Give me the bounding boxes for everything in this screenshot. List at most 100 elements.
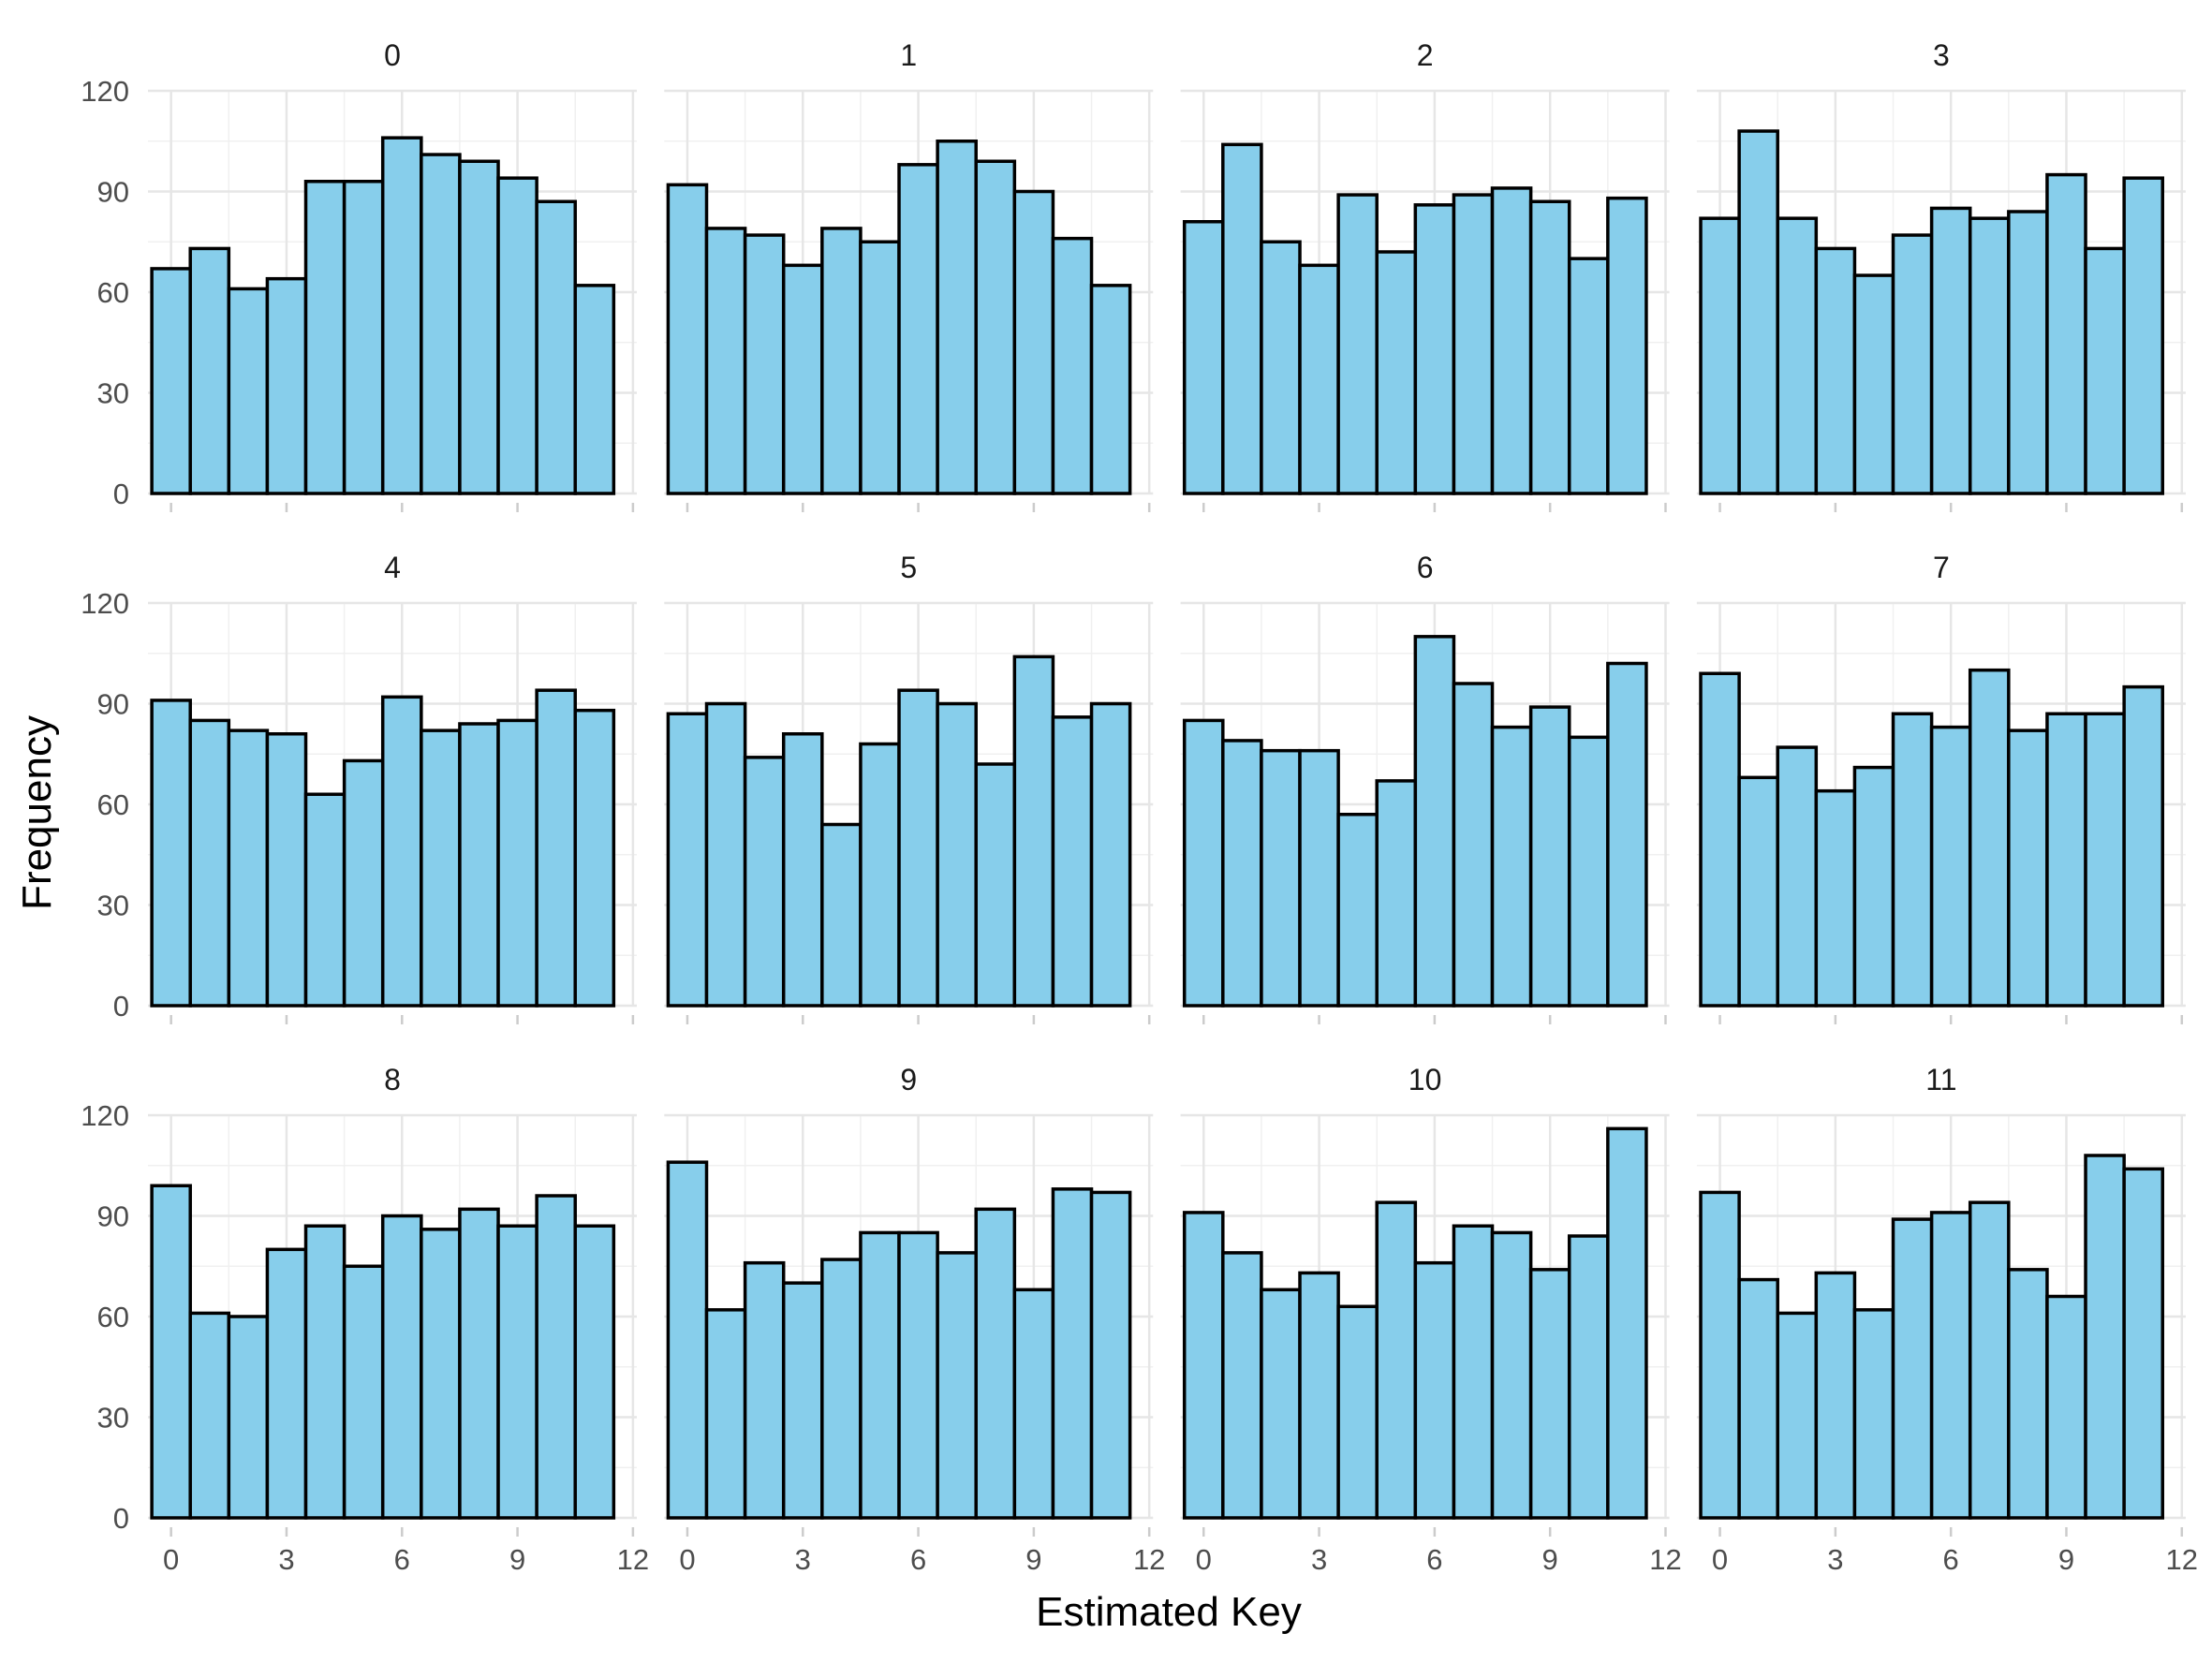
histogram-bar <box>1221 739 1263 1008</box>
y-tick-label: 0 <box>113 990 129 1023</box>
histogram-bar <box>535 199 577 495</box>
facet-label: 3 <box>1933 38 1950 72</box>
histogram-bar <box>420 728 462 1008</box>
x-tick-label: 6 <box>910 1543 926 1576</box>
histogram-bar <box>2007 1268 2049 1520</box>
histogram-bar <box>342 1264 385 1520</box>
y-tick-label: 30 <box>97 1402 129 1435</box>
x-axis-title: Estimated Key <box>1036 1589 1302 1635</box>
y-tick-label: 90 <box>97 1200 129 1233</box>
histogram-bar <box>1413 203 1456 495</box>
y-axis-title: Frequency <box>14 715 60 910</box>
histogram-bar <box>859 1230 901 1520</box>
histogram-bar <box>1567 1234 1610 1520</box>
x-tick-label: 3 <box>795 1543 811 1576</box>
histogram-bar <box>1298 748 1340 1008</box>
histogram-bar <box>265 732 308 1008</box>
histogram-bar <box>1891 712 1934 1008</box>
histogram-bar <box>1968 216 2011 495</box>
histogram-bar <box>2084 246 2126 495</box>
histogram-bar <box>2007 728 2049 1008</box>
histogram-bar <box>2084 1154 2126 1520</box>
histogram-bar <box>496 176 538 495</box>
x-tick-label: 6 <box>394 1543 410 1576</box>
histogram-bar <box>1737 1277 1779 1520</box>
histogram-bar <box>1375 1200 1418 1520</box>
histogram-bar <box>1852 273 1895 495</box>
histogram-bar <box>1375 250 1418 495</box>
histogram-bar <box>1776 1311 1819 1520</box>
histogram-bar <box>496 718 538 1008</box>
facet-label: 1 <box>900 38 917 72</box>
x-tick-label: 9 <box>1542 1543 1558 1576</box>
facet-label: 10 <box>1408 1063 1442 1096</box>
x-tick-label: 0 <box>1196 1543 1212 1576</box>
histogram-bar <box>535 1194 577 1520</box>
histogram-bar <box>1012 655 1055 1008</box>
histogram-bar <box>704 1308 747 1520</box>
x-tick-label: 12 <box>2166 1543 2198 1576</box>
x-tick-label: 6 <box>1426 1543 1442 1576</box>
histogram-bar <box>936 701 978 1008</box>
y-tick-label: 0 <box>113 1502 129 1535</box>
histogram-bar <box>897 688 939 1008</box>
histogram-bar <box>1452 1224 1495 1520</box>
histogram-bar <box>820 1258 863 1520</box>
histogram-bar <box>1699 671 1741 1008</box>
histogram-bar <box>1336 1304 1379 1520</box>
histogram-bar <box>859 240 901 495</box>
histogram-bar <box>150 267 192 495</box>
y-tick-label: 120 <box>81 587 129 620</box>
histogram-bar <box>1852 765 1895 1008</box>
histogram-bar <box>303 792 347 1008</box>
histogram-bar <box>2045 712 2087 1008</box>
histogram-bar <box>265 1247 308 1520</box>
histogram-bar <box>743 233 786 495</box>
histogram-bar <box>1968 668 2011 1008</box>
histogram-bar <box>936 1251 978 1520</box>
y-tick-label: 30 <box>97 377 129 410</box>
histogram-bar <box>2045 1294 2087 1520</box>
facet-label: 6 <box>1417 551 1434 584</box>
histogram-bar <box>974 762 1017 1008</box>
histogram-bar <box>1260 240 1302 495</box>
histogram-bar <box>1336 813 1379 1008</box>
histogram-bar <box>342 180 385 495</box>
histogram-bar <box>420 1228 462 1520</box>
histogram-bar <box>1375 779 1418 1008</box>
histogram-bar <box>380 695 423 1008</box>
histogram-bar <box>1221 142 1263 495</box>
histogram-bar <box>1776 216 1819 495</box>
histogram-bar <box>1737 775 1779 1008</box>
histogram-bar <box>1490 186 1533 495</box>
histogram-bar <box>936 140 978 495</box>
histogram-bar <box>188 718 231 1008</box>
y-tick-label: 90 <box>97 176 129 209</box>
histogram-bar <box>1298 263 1340 495</box>
histogram-bar <box>704 701 747 1008</box>
facet-label: 9 <box>900 1063 917 1096</box>
x-tick-label: 9 <box>2058 1543 2074 1576</box>
histogram-bar <box>1051 1187 1094 1520</box>
histogram-bar <box>1567 735 1610 1008</box>
histogram-bar <box>1814 246 1857 495</box>
histogram-bar <box>150 699 192 1008</box>
x-tick-label: 0 <box>1712 1543 1728 1576</box>
facet-label: 2 <box>1417 38 1434 72</box>
y-tick-label: 90 <box>97 688 129 721</box>
histogram-bar <box>1891 233 1934 495</box>
histogram-bar <box>1089 284 1132 495</box>
histogram-bar <box>535 688 577 1008</box>
histogram-bar <box>666 183 709 495</box>
histogram-bar <box>781 1281 824 1520</box>
y-tick-label: 60 <box>97 276 129 309</box>
x-tick-label: 3 <box>1311 1543 1327 1576</box>
x-tick-label: 6 <box>1943 1543 1959 1576</box>
histogram-bar <box>1413 635 1456 1008</box>
histogram-bar <box>150 1184 192 1520</box>
histogram-bar <box>420 153 462 495</box>
facet-label: 0 <box>384 38 401 72</box>
